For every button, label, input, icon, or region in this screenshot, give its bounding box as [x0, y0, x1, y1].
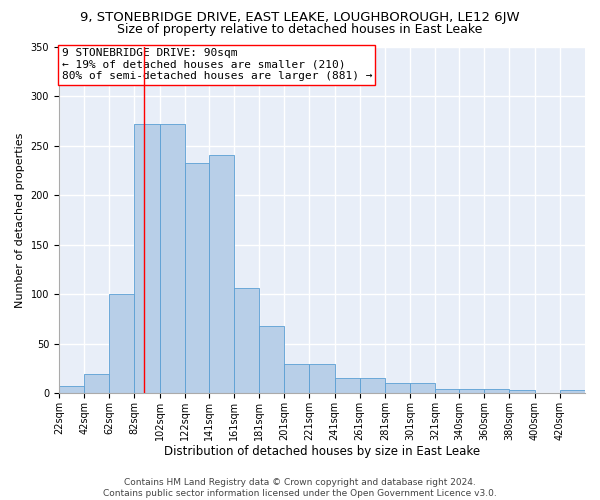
Text: 9, STONEBRIDGE DRIVE, EAST LEAKE, LOUGHBOROUGH, LE12 6JW: 9, STONEBRIDGE DRIVE, EAST LEAKE, LOUGHB… — [80, 12, 520, 24]
Bar — [435, 390, 459, 394]
Bar — [259, 326, 284, 394]
Bar — [484, 390, 509, 394]
Text: Size of property relative to detached houses in East Leake: Size of property relative to detached ho… — [118, 22, 482, 36]
Bar — [335, 378, 360, 394]
Bar — [310, 364, 335, 394]
Bar — [385, 384, 410, 394]
Bar — [360, 378, 385, 394]
Bar — [134, 124, 160, 394]
Text: Contains HM Land Registry data © Crown copyright and database right 2024.
Contai: Contains HM Land Registry data © Crown c… — [103, 478, 497, 498]
Bar — [560, 390, 585, 394]
Bar — [234, 288, 259, 394]
Bar — [185, 164, 209, 394]
Bar — [59, 386, 84, 394]
Text: 9 STONEBRIDGE DRIVE: 90sqm
← 19% of detached houses are smaller (210)
80% of sem: 9 STONEBRIDGE DRIVE: 90sqm ← 19% of deta… — [62, 48, 372, 82]
Bar — [509, 390, 535, 394]
Bar — [84, 374, 109, 394]
Bar — [209, 154, 234, 394]
Bar — [459, 390, 484, 394]
Bar — [160, 124, 185, 394]
Y-axis label: Number of detached properties: Number of detached properties — [15, 132, 25, 308]
Bar — [410, 384, 435, 394]
Bar — [284, 364, 310, 394]
Bar — [109, 294, 134, 394]
X-axis label: Distribution of detached houses by size in East Leake: Distribution of detached houses by size … — [164, 444, 480, 458]
